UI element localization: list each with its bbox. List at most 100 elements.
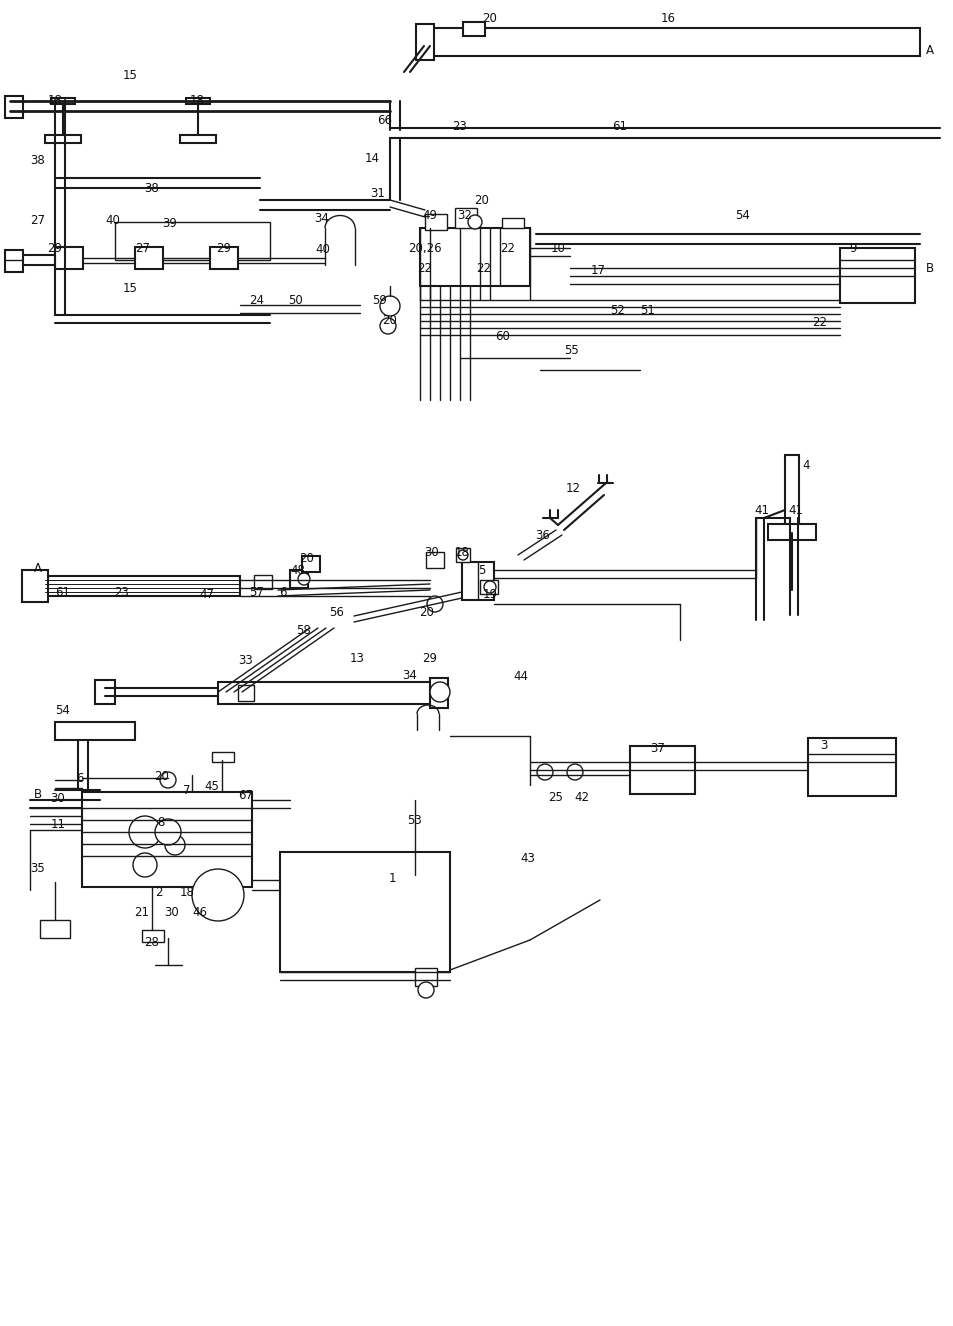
Text: 7: 7 (183, 784, 191, 797)
Bar (479, 579, 497, 594)
Text: 13: 13 (349, 651, 364, 664)
Bar (45, 135, 81, 143)
Circle shape (566, 764, 582, 780)
Text: 5: 5 (477, 564, 485, 577)
Text: 16: 16 (659, 12, 675, 24)
Text: 22: 22 (812, 316, 826, 329)
Text: 52: 52 (610, 304, 625, 317)
Bar (424, 213, 447, 229)
Text: B: B (34, 788, 42, 801)
Text: 27: 27 (135, 241, 151, 255)
Text: 47: 47 (199, 587, 214, 601)
Bar (186, 98, 210, 103)
Text: 41: 41 (788, 504, 802, 517)
Circle shape (129, 815, 161, 849)
Text: 18: 18 (190, 94, 204, 106)
Circle shape (427, 595, 442, 613)
Bar (5, 95, 23, 118)
Text: 45: 45 (204, 780, 219, 793)
Text: 30: 30 (51, 792, 66, 805)
Bar (237, 686, 253, 701)
Text: 44: 44 (513, 670, 528, 683)
Text: 39: 39 (162, 216, 177, 229)
Bar (840, 248, 914, 304)
Bar (455, 208, 476, 228)
Text: 61: 61 (55, 586, 71, 598)
Text: 66: 66 (377, 114, 392, 126)
Text: 22: 22 (417, 261, 432, 274)
Text: 25: 25 (548, 790, 563, 804)
Text: 20,26: 20,26 (408, 241, 441, 255)
Text: 51: 51 (639, 304, 655, 317)
Text: 1: 1 (388, 871, 395, 884)
Text: 17: 17 (590, 264, 605, 277)
Text: 29: 29 (216, 241, 232, 255)
Text: 38: 38 (30, 154, 46, 167)
Bar (180, 135, 215, 143)
Bar (95, 680, 115, 704)
Bar (456, 548, 470, 562)
Bar (55, 721, 135, 740)
Text: 6: 6 (76, 772, 84, 785)
Text: 15: 15 (122, 69, 137, 81)
Bar (212, 752, 233, 762)
Text: 42: 42 (574, 790, 589, 804)
Text: 46: 46 (193, 906, 208, 919)
Bar (5, 251, 23, 272)
Text: 34: 34 (402, 668, 417, 682)
Text: 11: 11 (51, 818, 66, 830)
Text: 18: 18 (179, 886, 194, 899)
Text: 43: 43 (520, 851, 535, 865)
Text: 14: 14 (364, 151, 379, 164)
Circle shape (468, 215, 481, 229)
Bar (629, 747, 695, 794)
Circle shape (192, 869, 244, 922)
Bar (45, 575, 240, 595)
Text: 18: 18 (48, 94, 62, 106)
Bar (55, 247, 83, 269)
Text: 20: 20 (482, 12, 497, 24)
Text: 4: 4 (801, 459, 809, 472)
Text: 54: 54 (55, 704, 71, 716)
Text: 20: 20 (382, 313, 397, 326)
Text: 29: 29 (48, 241, 63, 255)
Circle shape (379, 296, 399, 316)
Text: 12: 12 (565, 481, 579, 495)
Text: 38: 38 (145, 182, 159, 195)
Text: A: A (34, 561, 42, 574)
Text: 49: 49 (422, 208, 437, 221)
Bar (22, 570, 48, 602)
Text: 41: 41 (754, 504, 769, 517)
Bar (426, 552, 443, 568)
Text: 19: 19 (482, 587, 497, 601)
Text: 58: 58 (296, 623, 311, 636)
Bar (290, 570, 308, 587)
Bar (218, 682, 433, 704)
Circle shape (537, 764, 553, 780)
Bar (135, 247, 163, 269)
Circle shape (165, 835, 185, 855)
Bar (253, 575, 272, 589)
Text: 15: 15 (122, 281, 137, 294)
Text: 23: 23 (452, 119, 467, 133)
Text: 34: 34 (314, 212, 329, 224)
Text: 33: 33 (238, 654, 253, 667)
Text: 20: 20 (299, 552, 314, 565)
Bar (807, 739, 895, 796)
Text: 36: 36 (535, 529, 550, 541)
Bar (416, 24, 434, 60)
Text: 21: 21 (134, 906, 150, 919)
Text: 28: 28 (145, 936, 159, 948)
Bar (784, 455, 799, 533)
Circle shape (483, 581, 496, 593)
Circle shape (417, 983, 434, 998)
Text: 40: 40 (315, 243, 330, 256)
Text: 9: 9 (848, 241, 856, 255)
Bar (210, 247, 237, 269)
Text: A: A (925, 44, 933, 57)
Text: 6: 6 (279, 586, 287, 598)
Circle shape (297, 573, 310, 585)
Text: 20: 20 (419, 606, 434, 618)
Bar (501, 217, 523, 228)
Bar (302, 556, 319, 572)
